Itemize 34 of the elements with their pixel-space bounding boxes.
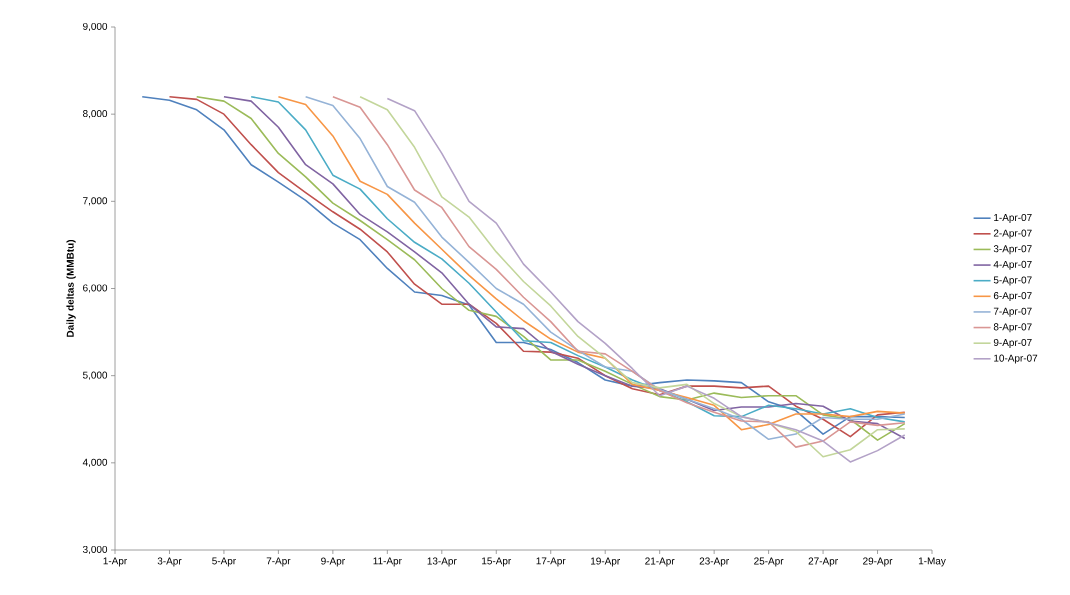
x-tick-label: 11-Apr bbox=[373, 557, 402, 567]
x-tick-label: 21-Apr bbox=[645, 557, 675, 567]
y-tick-label: 7,000 bbox=[83, 197, 108, 206]
legend-label: 1-Apr-07 bbox=[994, 213, 1032, 223]
x-tick-label: 27-Apr bbox=[808, 557, 838, 567]
y-tick-label: 5,000 bbox=[82, 371, 108, 380]
x-tick-label: 15-Apr bbox=[482, 557, 512, 567]
y-tick-label: 6,000 bbox=[83, 284, 108, 293]
x-tick-label: 9-Apr bbox=[321, 557, 345, 567]
legend-label: 7-Apr-07 bbox=[993, 307, 1032, 317]
y-tick-label: 9,000 bbox=[83, 22, 108, 32]
legend-label: 6-Apr-07 bbox=[993, 292, 1032, 302]
x-tick-label: 23-Apr bbox=[699, 557, 729, 567]
y-axis-title: Daily deltas (MMBtu) bbox=[66, 240, 76, 337]
legend-label: 4-Apr-07 bbox=[993, 260, 1032, 270]
x-tick-label: 19-Apr bbox=[591, 557, 620, 567]
x-tick-label: 3-Apr bbox=[157, 557, 182, 567]
legend-label: 5-Apr-07 bbox=[993, 276, 1032, 286]
legend-label: 3-Apr-07 bbox=[993, 245, 1032, 255]
x-tick-label: 13-Apr bbox=[427, 557, 457, 567]
legend-label: 8-Apr-07 bbox=[993, 323, 1032, 333]
x-tick-label: 1-May bbox=[918, 557, 946, 567]
legend-label: 2-Apr-07 bbox=[993, 229, 1032, 239]
x-tick-label: 29-Apr bbox=[863, 557, 893, 567]
y-tick-label: 3,000 bbox=[82, 545, 108, 555]
x-tick-label: 7-Apr bbox=[266, 557, 291, 567]
y-tick-label: 4,000 bbox=[82, 458, 108, 467]
y-tick-label: 8,000 bbox=[83, 110, 108, 119]
legend-label: 9-Apr-07 bbox=[993, 338, 1032, 348]
x-tick-label: 1-Apr bbox=[103, 557, 128, 567]
x-tick-label: 17-Apr bbox=[536, 557, 566, 567]
x-tick-label: 5-Apr bbox=[212, 557, 236, 567]
x-tick-label: 25-Apr bbox=[754, 557, 784, 567]
legend-label: 10-Apr-07 bbox=[994, 354, 1038, 364]
